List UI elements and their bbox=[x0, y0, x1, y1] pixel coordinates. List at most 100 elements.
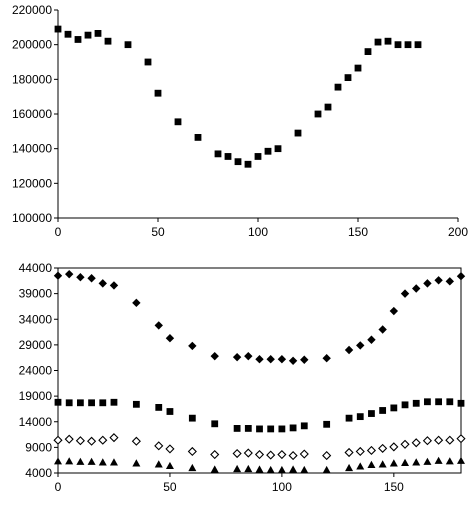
data-point bbox=[288, 450, 298, 461]
data-point bbox=[378, 460, 387, 468]
data-point bbox=[211, 420, 219, 428]
data-point bbox=[400, 439, 410, 449]
data-point bbox=[322, 354, 331, 363]
data-point bbox=[109, 433, 119, 443]
y-tick-label: 160000 bbox=[12, 107, 52, 121]
data-point bbox=[277, 355, 287, 364]
data-point bbox=[434, 435, 444, 445]
data-point bbox=[378, 325, 387, 334]
data-point bbox=[378, 443, 388, 453]
data-point bbox=[165, 444, 175, 454]
series-4 bbox=[54, 456, 465, 474]
data-point bbox=[324, 103, 332, 111]
data-point bbox=[368, 410, 375, 417]
y-tick-label: 140000 bbox=[12, 142, 52, 156]
data-point bbox=[356, 413, 364, 421]
data-point bbox=[314, 110, 322, 118]
data-point bbox=[210, 351, 219, 361]
data-point bbox=[412, 458, 421, 466]
data-point bbox=[322, 465, 331, 474]
data-point bbox=[154, 460, 163, 468]
data-point bbox=[457, 456, 465, 464]
data-point bbox=[74, 36, 82, 43]
data-point bbox=[87, 436, 97, 446]
y-tick-label: 120000 bbox=[12, 176, 52, 190]
data-point bbox=[401, 401, 409, 409]
data-point bbox=[446, 398, 454, 406]
data-point bbox=[98, 458, 107, 466]
data-point bbox=[389, 459, 398, 467]
data-point bbox=[214, 150, 222, 158]
x-tick-label: 150 bbox=[384, 480, 404, 494]
y-tick-label: 180000 bbox=[12, 72, 52, 86]
x-tick-label: 150 bbox=[348, 225, 368, 239]
data-point bbox=[244, 425, 252, 432]
data-point bbox=[379, 407, 387, 414]
data-point bbox=[54, 398, 62, 406]
data-point bbox=[64, 434, 74, 444]
data-point bbox=[224, 153, 232, 160]
data-point bbox=[445, 457, 454, 465]
data-point bbox=[254, 153, 262, 160]
data-point bbox=[76, 273, 85, 282]
data-point bbox=[154, 89, 162, 97]
data-point bbox=[274, 145, 282, 153]
data-point bbox=[374, 38, 382, 46]
data-point bbox=[88, 399, 95, 407]
data-point bbox=[104, 37, 112, 45]
data-point bbox=[289, 424, 297, 432]
data-point bbox=[345, 414, 353, 422]
data-point bbox=[194, 134, 202, 141]
series-2 bbox=[54, 398, 465, 433]
data-point bbox=[110, 398, 118, 406]
data-point bbox=[394, 41, 402, 49]
series-1 bbox=[53, 269, 466, 365]
data-point bbox=[255, 465, 264, 473]
data-point bbox=[132, 298, 141, 308]
data-point bbox=[84, 31, 92, 39]
data-point bbox=[300, 355, 309, 364]
data-point bbox=[323, 420, 331, 428]
x-tick-label: 200 bbox=[448, 225, 468, 239]
data-point bbox=[65, 399, 73, 407]
data-point bbox=[289, 465, 298, 473]
data-point bbox=[155, 404, 163, 411]
x-tick-label: 0 bbox=[55, 225, 62, 239]
y-tick-label: 34000 bbox=[19, 312, 53, 326]
data-point bbox=[267, 425, 275, 433]
data-point bbox=[165, 461, 174, 470]
data-point bbox=[300, 422, 308, 430]
data-point bbox=[76, 457, 85, 465]
bottom-chart: 4000 9000 14000 19000 24000 29000 34000 39000 44… bbox=[19, 261, 466, 494]
data-point bbox=[423, 457, 432, 465]
data-point bbox=[344, 74, 352, 81]
data-point bbox=[300, 465, 309, 474]
data-point bbox=[445, 435, 455, 445]
data-point bbox=[188, 463, 197, 472]
data-point bbox=[354, 64, 362, 72]
data-point bbox=[53, 271, 63, 280]
data-point bbox=[445, 277, 455, 286]
data-point bbox=[422, 436, 432, 446]
data-point bbox=[53, 435, 63, 445]
data-point bbox=[174, 118, 182, 126]
data-point bbox=[254, 449, 265, 460]
data-point bbox=[266, 450, 276, 460]
data-point bbox=[389, 442, 399, 452]
data-point bbox=[243, 448, 253, 458]
y-tick-label: 100000 bbox=[12, 211, 52, 225]
data-point bbox=[234, 158, 242, 166]
data-point bbox=[187, 446, 197, 457]
data-point bbox=[299, 449, 309, 459]
data-point bbox=[99, 399, 107, 407]
data-point bbox=[64, 269, 74, 279]
y-tick-label: 24000 bbox=[19, 364, 53, 378]
y-tick-label: 4000 bbox=[25, 466, 52, 480]
y-tick-label: 19000 bbox=[19, 389, 53, 403]
data-point bbox=[366, 445, 377, 456]
data-point bbox=[244, 464, 253, 473]
y-tick-label: 14000 bbox=[19, 415, 53, 429]
data-point bbox=[98, 435, 108, 445]
series-1 bbox=[54, 25, 422, 168]
data-point bbox=[264, 147, 272, 155]
